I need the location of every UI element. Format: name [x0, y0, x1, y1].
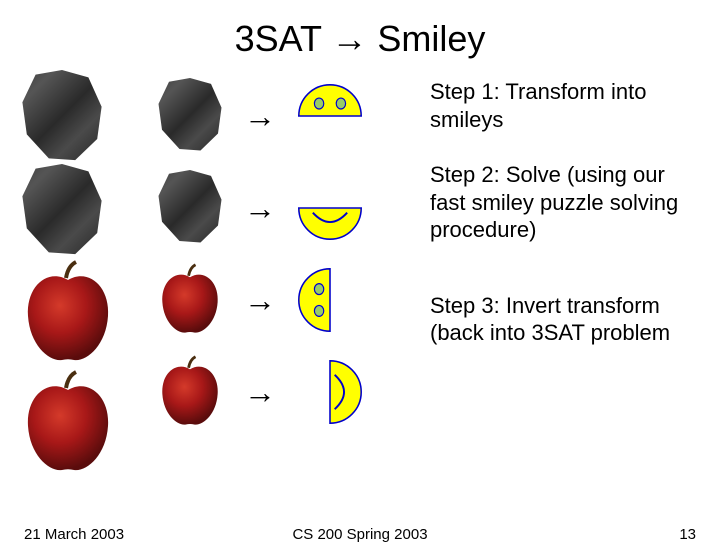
steps-text: Step 1: Transform into smileys Step 2: S…	[430, 78, 700, 347]
arrow-icon: →	[230, 282, 290, 319]
slide-content: → →	[0, 70, 720, 490]
mid-apple-1	[150, 260, 230, 340]
stone-image-2	[18, 164, 106, 256]
apple-image-1	[18, 258, 118, 368]
step-2-text: Step 2: Solve (using our fast smiley puz…	[430, 161, 700, 244]
footer-course: CS 200 Spring 2003	[0, 526, 720, 543]
footer-page-number: 13	[679, 526, 696, 543]
transform-row-2: →	[150, 162, 450, 254]
transform-row-1: →	[150, 70, 450, 162]
slide-title: 3SAT → Smiley	[0, 0, 720, 60]
step-3-text: Step 3: Invert transform (back into 3SAT…	[430, 292, 700, 347]
smiley-top-half	[290, 76, 370, 156]
transform-row-3: →	[150, 254, 450, 346]
smiley-left-half	[290, 260, 370, 340]
arrow-icon: →	[230, 190, 290, 227]
apple-image-2	[18, 368, 118, 478]
transform-row-4: →	[150, 346, 450, 438]
smiley-bottom-half	[290, 168, 370, 248]
step-1-text: Step 1: Transform into smileys	[430, 78, 700, 133]
arrow-icon: →	[230, 98, 290, 135]
transform-column: → →	[150, 70, 450, 438]
smiley-right-half	[290, 352, 370, 432]
left-input-column	[18, 70, 128, 478]
stone-image-1	[18, 70, 106, 162]
arrow-icon: →	[230, 374, 290, 411]
mid-stone-1	[150, 76, 230, 156]
mid-stone-2	[150, 168, 230, 248]
mid-apple-2	[150, 352, 230, 432]
